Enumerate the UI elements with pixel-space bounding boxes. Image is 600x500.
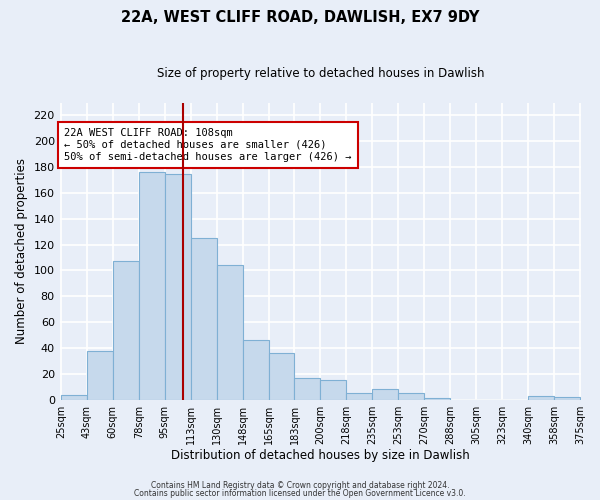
- Bar: [165, 174, 191, 400]
- Bar: [554, 397, 580, 400]
- Title: Size of property relative to detached houses in Dawlish: Size of property relative to detached ho…: [157, 68, 484, 80]
- Bar: [139, 172, 165, 400]
- Bar: [242, 340, 269, 400]
- Bar: [113, 262, 139, 400]
- X-axis label: Distribution of detached houses by size in Dawlish: Distribution of detached houses by size …: [171, 450, 470, 462]
- Text: 22A, WEST CLIFF ROAD, DAWLISH, EX7 9DY: 22A, WEST CLIFF ROAD, DAWLISH, EX7 9DY: [121, 10, 479, 25]
- Bar: [528, 396, 554, 400]
- Bar: [320, 380, 346, 400]
- Bar: [424, 398, 450, 400]
- Bar: [346, 393, 373, 400]
- Bar: [398, 393, 424, 400]
- Bar: [61, 394, 87, 400]
- Text: 22A WEST CLIFF ROAD: 108sqm
← 50% of detached houses are smaller (426)
50% of se: 22A WEST CLIFF ROAD: 108sqm ← 50% of det…: [64, 128, 352, 162]
- Bar: [87, 350, 113, 400]
- Bar: [373, 390, 398, 400]
- Bar: [295, 378, 320, 400]
- Bar: [269, 353, 295, 400]
- Text: Contains HM Land Registry data © Crown copyright and database right 2024.: Contains HM Land Registry data © Crown c…: [151, 481, 449, 490]
- Y-axis label: Number of detached properties: Number of detached properties: [15, 158, 28, 344]
- Bar: [191, 238, 217, 400]
- Bar: [217, 266, 242, 400]
- Text: Contains public sector information licensed under the Open Government Licence v3: Contains public sector information licen…: [134, 488, 466, 498]
